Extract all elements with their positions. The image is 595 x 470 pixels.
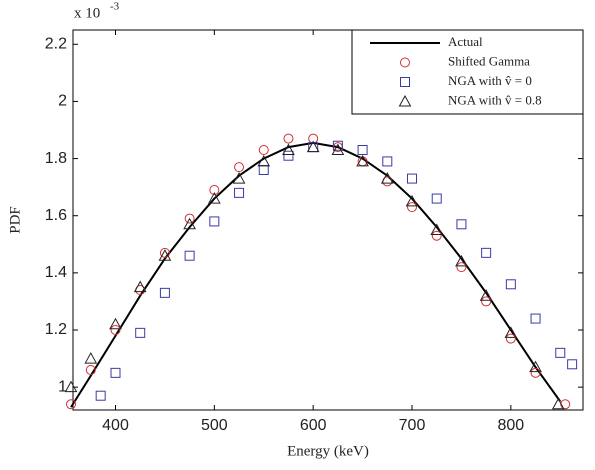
triangle-marker [158,249,172,261]
legend-label: Actual [448,34,483,49]
triangle-marker [64,380,78,393]
circle-marker [407,202,418,213]
y-tick-label: 2.2 [45,36,67,53]
circle-marker [456,262,467,273]
y-tick-label: 1 [58,378,67,395]
legend-label: Shifted Gamma [448,53,530,68]
circle-marker [110,325,121,335]
triangle-marker [183,217,196,230]
circle-marker [481,296,492,307]
circle-marker [258,145,269,155]
triangle-marker [84,352,98,364]
x-tick-label: 400 [102,417,129,434]
circle-marker [234,162,245,173]
circle-marker [530,367,541,378]
triangle-marker [207,192,221,204]
square-marker [400,77,410,87]
triangle-marker [257,154,271,167]
square-marker [234,187,245,198]
circle-marker [209,185,220,195]
x-tick-label: 800 [497,417,524,434]
circle-marker [66,399,77,410]
triangle-marker [405,194,419,207]
triangle-marker [551,397,565,410]
square-marker [209,216,220,227]
square-marker [407,173,418,184]
legend-label: NGA with v̂ = 0 [448,73,532,88]
triangle-marker [232,172,246,184]
triangle-marker [380,172,394,184]
triangle-marker [109,317,122,330]
y-tick-label: 2 [58,93,67,110]
circle-marker [85,365,96,375]
circle-marker [184,213,195,224]
square-marker [95,390,106,401]
y-tick-label: 1.8 [45,150,67,167]
y-tick-label: 1.2 [45,321,67,338]
square-marker [332,140,343,151]
plot-frame [72,29,584,411]
y-tick-label: 1.4 [45,264,67,281]
circle-marker [560,399,571,410]
square-marker [567,359,578,370]
triangle-marker [529,360,542,373]
x-tick-label: 500 [201,417,228,434]
triangle-marker [430,223,444,235]
x-axis-label: Energy (keV) [287,443,369,459]
triangle-marker [331,143,345,155]
square-marker [530,313,541,324]
y-tick-label: 1.6 [45,207,67,224]
square-marker [159,287,170,298]
square-marker [456,219,467,230]
square-marker [283,150,294,161]
y-axis-label: PDF [7,206,23,234]
square-marker [357,145,368,155]
triangle-marker [398,94,412,107]
axis-multiplier: x 10 [74,5,100,21]
square-marker [184,250,195,261]
x-tick-label: 600 [300,417,327,434]
square-marker [135,327,146,338]
circle-marker [505,333,516,344]
triangle-marker [504,326,518,338]
triangle-marker [282,143,295,155]
x-tick-label: 700 [399,417,426,434]
circle-marker [159,247,170,258]
square-marker [431,193,442,204]
square-marker [555,347,566,358]
triangle-marker [479,289,493,301]
triangle-marker [356,154,369,167]
triangle-marker [133,280,147,293]
circle-marker [283,133,294,144]
triangle-marker [306,140,320,153]
square-marker [110,367,121,378]
legend-label: NGA with v̂ = 0.8 [448,92,542,107]
square-marker [481,247,492,258]
triangle-marker [455,254,468,267]
square-marker [505,279,516,290]
axis-multiplier-exponent: -3 [110,1,120,13]
circle-marker [400,57,410,68]
circle-marker [431,230,442,241]
square-marker [382,156,393,167]
